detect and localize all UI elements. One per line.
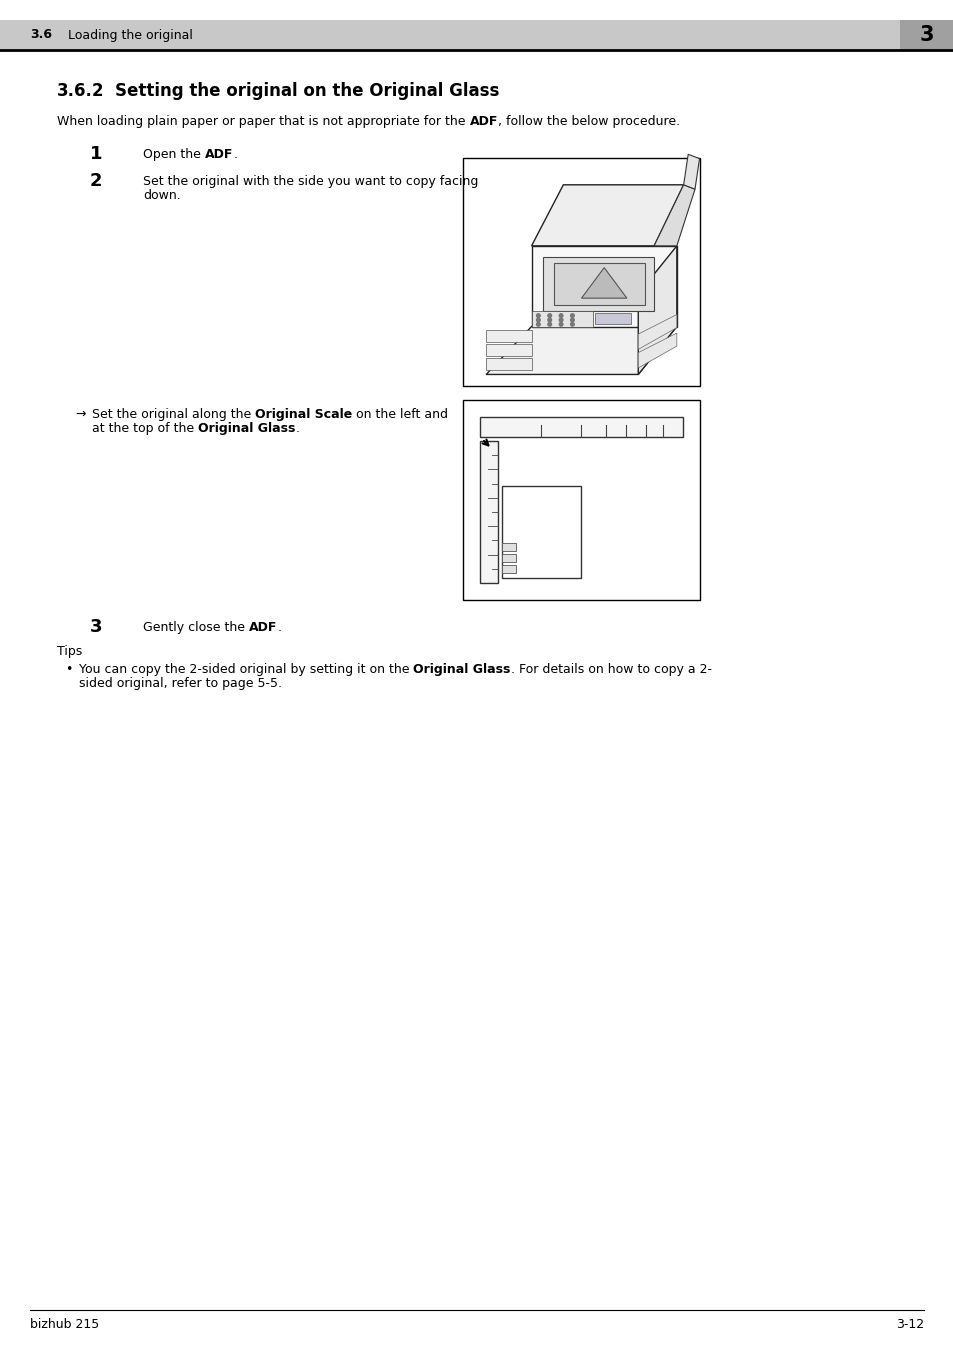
Polygon shape <box>638 334 676 367</box>
Text: bizhub 215: bizhub 215 <box>30 1319 99 1331</box>
Polygon shape <box>595 313 631 324</box>
Text: Tips: Tips <box>57 644 82 658</box>
Text: down.: down. <box>143 189 180 203</box>
Bar <box>479 417 682 436</box>
Circle shape <box>570 323 574 326</box>
Polygon shape <box>654 185 695 246</box>
Text: . For details on how to copy a 2-: . For details on how to copy a 2- <box>511 663 711 676</box>
Text: Original Glass: Original Glass <box>413 663 511 676</box>
Polygon shape <box>638 246 676 374</box>
Text: 3: 3 <box>919 26 933 45</box>
Text: on the left and: on the left and <box>352 408 448 422</box>
Text: , follow the below procedure.: , follow the below procedure. <box>497 115 679 128</box>
Bar <box>899 20 953 50</box>
Circle shape <box>547 323 551 326</box>
Text: 3.6: 3.6 <box>30 28 52 42</box>
Polygon shape <box>542 257 654 311</box>
Text: 2: 2 <box>90 172 102 190</box>
Text: at the top of the: at the top of the <box>91 422 198 435</box>
Text: Open the: Open the <box>143 149 205 161</box>
Polygon shape <box>554 263 644 305</box>
Bar <box>462 158 700 386</box>
Text: 3: 3 <box>90 617 102 636</box>
Polygon shape <box>683 154 699 189</box>
Text: Original Glass: Original Glass <box>198 422 295 435</box>
Circle shape <box>558 323 562 326</box>
Text: .: . <box>233 149 237 161</box>
Circle shape <box>536 313 539 317</box>
Text: When loading plain paper or paper that is not appropriate for the: When loading plain paper or paper that i… <box>57 115 469 128</box>
Text: →: → <box>75 408 86 422</box>
Text: ADF: ADF <box>469 115 497 128</box>
Polygon shape <box>486 358 531 370</box>
Text: Set the original along the: Set the original along the <box>91 408 255 422</box>
Bar <box>501 565 516 573</box>
Text: sided original, refer to page 5-5.: sided original, refer to page 5-5. <box>79 677 282 690</box>
Circle shape <box>570 317 574 322</box>
Bar <box>501 486 580 578</box>
Text: Loading the original: Loading the original <box>68 28 193 42</box>
Bar <box>479 440 497 584</box>
Text: 3.6.2: 3.6.2 <box>57 82 105 100</box>
Polygon shape <box>486 330 531 342</box>
Text: Gently close the: Gently close the <box>143 621 249 634</box>
Text: Original Scale: Original Scale <box>255 408 352 422</box>
Text: 3-12: 3-12 <box>895 1319 923 1331</box>
Circle shape <box>547 313 551 317</box>
Text: You can copy the 2-sided original by setting it on the: You can copy the 2-sided original by set… <box>79 663 413 676</box>
Polygon shape <box>531 185 683 246</box>
Polygon shape <box>531 246 676 327</box>
Polygon shape <box>486 327 676 374</box>
Polygon shape <box>486 345 531 355</box>
Text: •: • <box>65 663 72 676</box>
Circle shape <box>547 317 551 322</box>
Bar <box>0 20 899 50</box>
Bar <box>501 543 516 551</box>
Text: ADF: ADF <box>249 621 277 634</box>
Polygon shape <box>581 267 626 299</box>
Circle shape <box>536 317 539 322</box>
Polygon shape <box>531 311 592 327</box>
Text: .: . <box>295 422 299 435</box>
Text: 1: 1 <box>90 145 102 163</box>
Circle shape <box>536 323 539 326</box>
Text: .: . <box>277 621 281 634</box>
Text: Setting the original on the Original Glass: Setting the original on the Original Gla… <box>115 82 498 100</box>
Circle shape <box>570 313 574 317</box>
Text: Set the original with the side you want to copy facing: Set the original with the side you want … <box>143 176 477 188</box>
Circle shape <box>558 317 562 322</box>
Circle shape <box>558 313 562 317</box>
Polygon shape <box>638 315 676 350</box>
Bar <box>462 400 700 600</box>
Bar <box>501 554 516 562</box>
Text: ADF: ADF <box>205 149 233 161</box>
